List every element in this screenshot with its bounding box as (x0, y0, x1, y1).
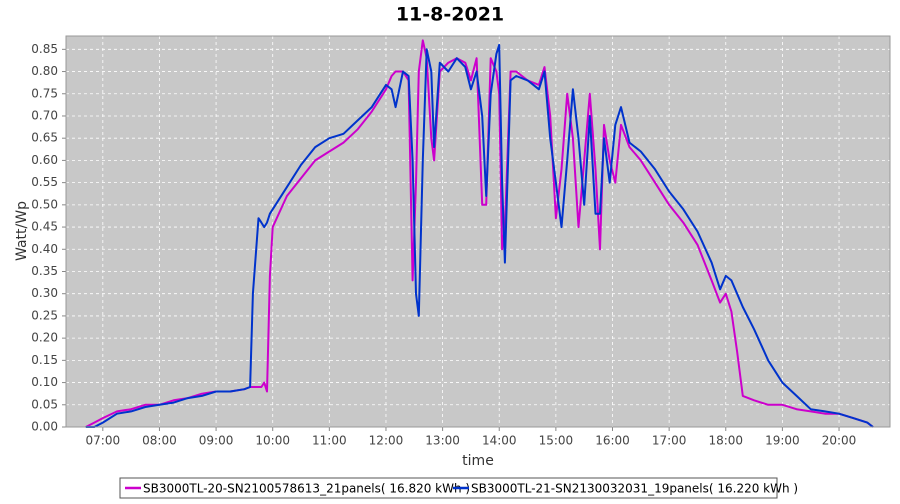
x-tick-label: 13:00 (425, 434, 460, 448)
y-tick-label: 0.20 (31, 331, 58, 345)
chart-title: 11-8-2021 (396, 4, 504, 26)
series-line (85, 43, 874, 428)
y-tick-label: 0.65 (31, 131, 58, 145)
y-tick-label: 0.75 (31, 86, 58, 100)
y-tick-label: 0.70 (31, 108, 58, 122)
x-tick-label: 10:00 (255, 434, 290, 448)
x-tick-label: 07:00 (86, 434, 121, 448)
y-tick-label: 0.00 (31, 420, 58, 434)
y-tick-label: 0.40 (31, 242, 58, 256)
y-tick-label: 0.35 (31, 264, 58, 278)
legend-box (119, 477, 778, 499)
x-tick-label: 19:00 (765, 434, 800, 448)
x-tick-label: 12:00 (369, 434, 404, 448)
x-tick-label: 14:00 (482, 434, 517, 448)
y-tick-label: 0.85 (31, 42, 58, 56)
y-tick-label: 0.80 (31, 64, 58, 78)
y-tick-label: 0.15 (31, 353, 58, 367)
y-tick-label: 0.10 (31, 375, 58, 389)
legend-label: SB3000TL-20-SN2100578613_21panels( 16.82… (143, 482, 470, 496)
x-tick-label: 15:00 (539, 434, 574, 448)
y-axis-label: Watt/Wp (14, 201, 30, 261)
x-tick-label: 16:00 (595, 434, 630, 448)
series-line (85, 39, 874, 428)
y-tick-label: 0.60 (31, 153, 58, 167)
x-axis-label: time (462, 453, 494, 469)
x-tick-label: 17:00 (652, 434, 687, 448)
y-tick-label: 0.50 (31, 197, 58, 211)
y-tick-label: 0.30 (31, 286, 58, 300)
y-tick-label: 0.55 (31, 175, 58, 189)
plot-border (65, 35, 891, 428)
x-tick-label: 18:00 (708, 434, 743, 448)
x-tick-label: 09:00 (199, 434, 234, 448)
x-tick-label: 11:00 (312, 434, 347, 448)
y-tick-label: 0.05 (31, 397, 58, 411)
y-tick-label: 0.45 (31, 220, 58, 234)
legend-label: SB3000TL-21-SN2130032031_19panels( 16.22… (471, 482, 798, 496)
x-tick-label: 08:00 (142, 434, 177, 448)
x-tick-label: 20:00 (822, 434, 857, 448)
y-tick-label: 0.25 (31, 308, 58, 322)
